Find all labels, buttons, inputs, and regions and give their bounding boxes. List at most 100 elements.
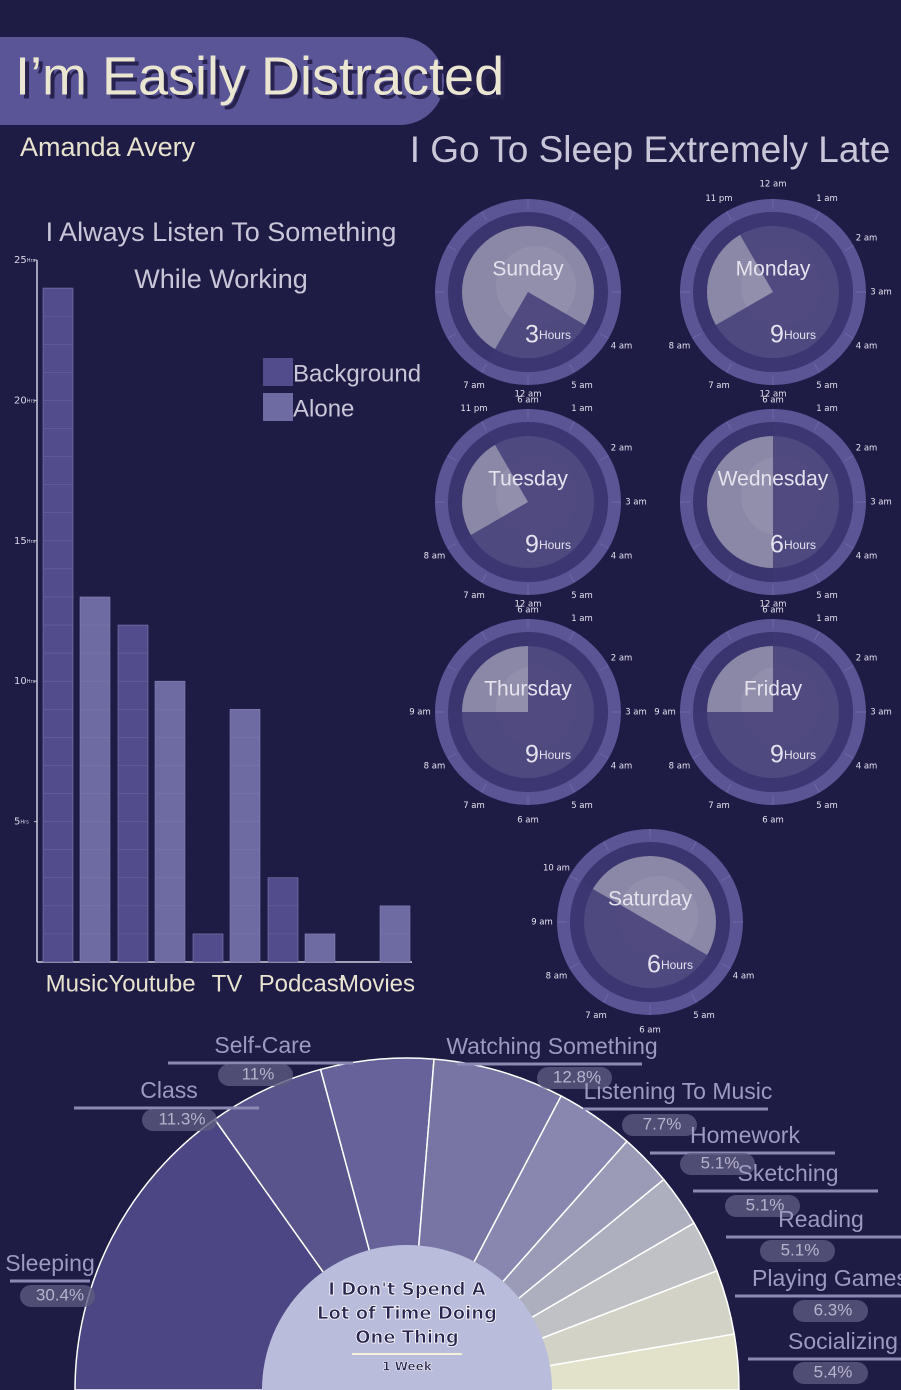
slice-name: Sleeping (5, 1250, 95, 1276)
clock-divider (692, 333, 702, 339)
clock-tick-label: 8 am (669, 342, 691, 352)
clock-tick-label: 11 pm (705, 194, 732, 204)
y-tick-label: 20Hrs (14, 395, 36, 406)
clock-tick-label: 8 am (669, 762, 691, 772)
clock-divider (569, 875, 579, 881)
clock-tick-label: 12 am (759, 180, 786, 190)
day-name: Wednesday (718, 468, 829, 491)
day-name: Friday (744, 678, 803, 701)
day-name: Thursday (484, 678, 572, 701)
pct-pill (680, 1153, 755, 1175)
clock-title: I Go To Sleep Extremely Late (410, 129, 891, 170)
pct-pill (793, 1300, 868, 1322)
clock-tick-label: 6 am (762, 396, 784, 406)
clock-tick-label: 6 am (762, 606, 784, 616)
bar (304, 933, 336, 963)
clock-tick-label: 4 am (733, 972, 755, 982)
clock-tick-label: 4 am (611, 342, 633, 352)
y-tick-unit: Hrs (27, 679, 36, 685)
pie-center-title: One Thing (355, 1327, 459, 1348)
clock-divider (814, 573, 820, 583)
clock-divider (447, 245, 457, 251)
clock-tick-label: 1 am (816, 194, 838, 204)
clock-tick-label: 12 am (759, 390, 786, 400)
clock-tick-label: 9 am (531, 918, 553, 928)
clock-divider (726, 631, 732, 641)
clock-tick-label: 2 am (611, 654, 633, 664)
slice-name: Playing Games (752, 1265, 901, 1291)
y-tick-label: 25Hrs (14, 255, 36, 266)
slice-value-label: 5.1% (746, 1195, 785, 1214)
clock-tick-label: 2 am (856, 654, 878, 664)
pct-pill (725, 1195, 800, 1217)
clock-tick-label: 6 am (517, 396, 539, 406)
y-tick-label: 10Hrs (14, 676, 36, 687)
pie-center-title: I Don't Spend A (328, 1279, 485, 1300)
slice-value-label: 5.4% (814, 1362, 853, 1381)
clock-divider (569, 421, 575, 431)
clock-divider (447, 455, 457, 461)
clock-tick-label: 7 am (463, 801, 485, 811)
clock-divider (599, 455, 609, 461)
clock-divider (569, 211, 575, 221)
clock-tick-label: 1 am (816, 404, 838, 414)
legend-swatch (263, 393, 293, 421)
clock-divider (844, 333, 854, 339)
clock-tick-label: 1 am (571, 614, 593, 624)
clock-tick-label: 12 am (514, 600, 541, 610)
sleep-wedge (703, 212, 854, 373)
hours-unit: Hours (784, 538, 816, 552)
pie-center-subtitle: 1 Week (382, 1360, 433, 1374)
clock-tick-label: 5 am (571, 381, 593, 391)
clock-divider (814, 211, 820, 221)
pie-center (262, 1245, 552, 1390)
clock-divider (692, 543, 702, 549)
clock-divider (814, 783, 820, 793)
clock-divider (726, 573, 732, 583)
clock-tick-label: 9 am (409, 708, 431, 718)
clock-divider (844, 245, 854, 251)
clock-divider (726, 211, 732, 221)
clock-tick-label: 2 am (611, 444, 633, 454)
clock-tick-label: 1 am (816, 614, 838, 624)
clock-tick-label: 5 am (571, 591, 593, 601)
clock-divider (844, 543, 854, 549)
clock-divider (721, 963, 731, 969)
pct-pill (142, 1109, 217, 1131)
legend-label: Alone (293, 395, 354, 422)
clock-tick-label: 3 am (870, 288, 892, 298)
y-tick-unit: Hrs (20, 819, 29, 825)
x-tick-label: Podcast (259, 970, 346, 997)
clock-divider (844, 753, 854, 759)
clock-tick-label: 6 am (517, 816, 539, 826)
day-name: Tuesday (488, 468, 568, 491)
slice-name: Listening To Music (584, 1078, 773, 1104)
y-tick-unit: Hrs (27, 538, 36, 544)
slice-value-label: 5.1% (701, 1153, 740, 1172)
author: Amanda Avery (20, 132, 196, 162)
slice-name: Watching Something (446, 1033, 657, 1059)
clock-divider (691, 841, 697, 851)
bar (267, 877, 299, 963)
clock-divider (481, 421, 487, 431)
clock-tick-label: 10 am (543, 864, 570, 874)
slice-name: Self-Care (214, 1032, 311, 1058)
clock-divider (481, 211, 487, 221)
pct-pill (218, 1064, 293, 1086)
clock-tick-label: 6 am (517, 606, 539, 616)
clock-tick-label: 2 am (856, 234, 878, 244)
legend-label: Background (293, 360, 421, 387)
hours-unit: Hours (539, 748, 571, 762)
pct-pill (537, 1067, 612, 1089)
y-tick-label: 5Hrs (14, 817, 29, 828)
clock-tick-label: 3 am (870, 708, 892, 718)
clock-divider (481, 573, 487, 583)
sleep-wedge (773, 422, 853, 582)
clock-divider (447, 543, 457, 549)
slice-value-label: 11.3% (159, 1109, 206, 1128)
clock-divider (603, 841, 609, 851)
clock-divider (447, 333, 457, 339)
clock-tick-label: 4 am (611, 762, 633, 772)
slice-value-label: 7.7% (643, 1114, 682, 1133)
